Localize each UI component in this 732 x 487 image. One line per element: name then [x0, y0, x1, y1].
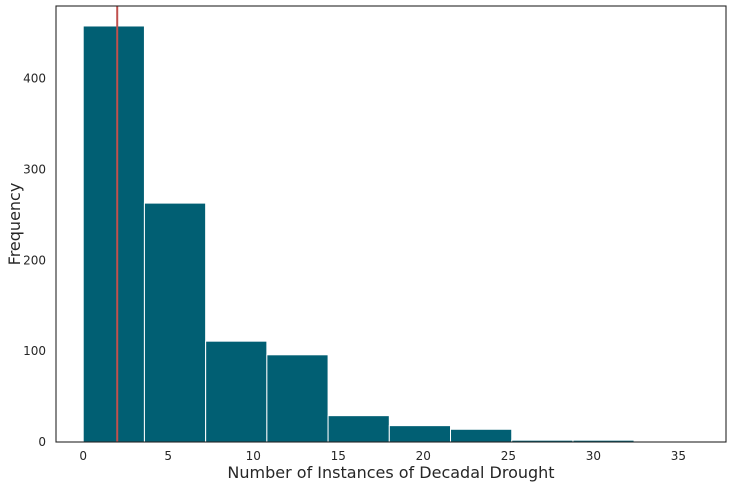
- x-tick-label: 15: [331, 449, 346, 463]
- y-tick-label: 300: [23, 163, 46, 177]
- histogram-bar-3: [205, 340, 268, 443]
- histogram-bar-4: [266, 354, 329, 443]
- histogram-bars: [82, 25, 696, 443]
- y-axis-ticks: 0 100 200 300 400: [23, 72, 46, 449]
- x-tick-label: 5: [164, 449, 172, 463]
- x-axis-title: Number of Instances of Decadal Drought: [227, 463, 554, 482]
- histogram-bar-6: [388, 425, 452, 443]
- y-tick-label: 400: [23, 72, 46, 86]
- y-tick-label: 200: [23, 253, 46, 267]
- plot-frame: [55, 5, 727, 443]
- y-tick-label: 0: [38, 435, 46, 449]
- x-axis-ticks: 0 5 10 15 20 25 30 35: [79, 449, 686, 463]
- x-tick-label: 0: [79, 449, 87, 463]
- y-tick-label: 100: [23, 344, 46, 358]
- x-tick-label: 25: [501, 449, 516, 463]
- histogram-bar-2: [143, 202, 207, 443]
- x-tick-label: 20: [416, 449, 431, 463]
- x-tick-label: 35: [671, 449, 686, 463]
- histogram-bar-1: [82, 25, 145, 443]
- x-tick-label: 30: [586, 449, 601, 463]
- histogram-bar-5: [327, 415, 390, 443]
- x-tick-label: 10: [246, 449, 261, 463]
- histogram-bar-7: [450, 428, 513, 443]
- y-axis-title: Frequency: [5, 183, 24, 266]
